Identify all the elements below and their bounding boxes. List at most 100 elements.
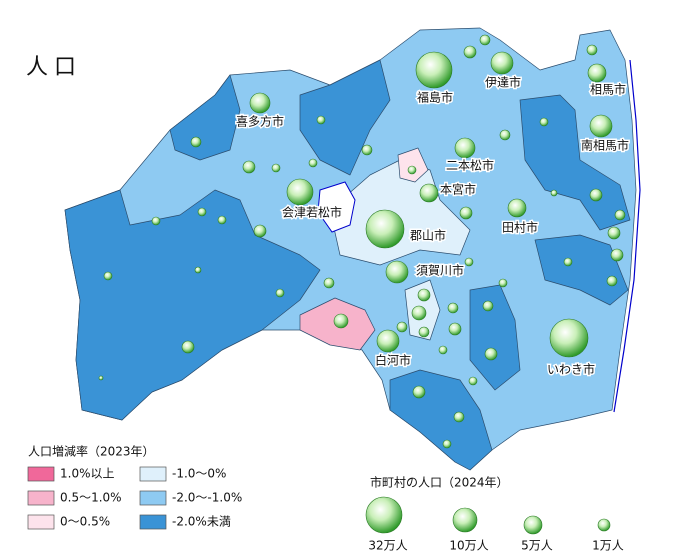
population-bubble [98,375,104,381]
legend-swatch [139,466,167,482]
population-bubble [484,347,498,361]
population-bubble [589,114,613,138]
legend-swatch [139,490,167,506]
legend-title: 人口増減率（2023年） [28,444,155,459]
population-bubble [563,257,573,267]
city-label: 福島市 [417,90,453,105]
population-bubble [197,207,207,217]
population-bubble [194,266,202,274]
legend-label: 32万人 [368,539,407,553]
city-label: 須賀川市 [416,263,464,278]
city-label: 相馬市 [590,82,626,97]
population-bubble [606,275,618,287]
population-bubble [589,188,603,202]
population-bubble [415,51,453,89]
city-label: 会津若松市 [282,205,342,220]
population-bubble [181,340,195,354]
population-bubble [539,117,549,127]
population-bubble [607,226,621,240]
legend-swatch [139,514,167,530]
lake-inawashiro [317,181,356,233]
population-bubble [249,92,271,114]
population-bubble [316,115,326,125]
population-bubble [323,277,335,289]
population-bubble [417,288,431,302]
population-bubble [438,345,448,355]
population-bubble [385,260,409,284]
population-bubble [453,411,465,423]
population-bubble [365,209,405,249]
population-bubble [479,34,491,46]
city-label: 伊達市 [485,75,521,90]
population-bubble [482,300,494,312]
population-bubble [151,216,161,226]
city-label: いわき市 [547,362,595,377]
city-label: 郡山市 [410,228,446,243]
legend-label: 0～0.5% [60,515,110,529]
prefecture-map [64,27,641,471]
population-bubble [454,137,476,159]
legend-label: -2.0%未満 [172,515,231,529]
city-label: 南相馬市 [581,138,629,153]
population-bubble [242,160,256,174]
population-bubble [419,183,439,203]
population-bubble [459,206,473,220]
population-bubble [361,144,373,156]
legend-swatch [27,514,55,530]
region-southeast [534,234,629,306]
city-label: 本宮市 [440,182,476,197]
population-bubble [442,439,452,449]
population-bubble [586,44,598,56]
population-bubble [275,288,285,298]
legend-swatch [27,466,55,482]
city-label: 田村市 [502,220,538,235]
coastline [613,59,641,413]
population-bubble [498,278,508,288]
population-bubble [376,329,400,353]
legend-label: 1.0%以上 [60,467,115,481]
population-bubble [452,507,478,533]
region-north-west [169,74,241,161]
population-bubble [447,302,459,314]
legend-label: 0.5～1.0% [60,491,122,505]
population-bubble [396,321,408,333]
population-bubble [523,515,543,535]
population-bubble [614,209,626,221]
population-bubble [286,178,314,206]
population-bubble [217,215,227,225]
population-bubble [103,271,113,281]
legend-label: 1万人 [592,539,624,553]
population-bubble [308,158,318,168]
legend-label: -1.0～0% [172,467,226,481]
region-east [519,94,631,231]
legend-title: 市町村の人口（2024年） [370,475,509,490]
population-bubble [407,165,417,175]
population-bubble [411,305,427,321]
population-bubble [253,224,267,238]
population-bubble [412,385,426,399]
city-label: 喜多方市 [236,114,284,129]
population-bubble [550,189,558,197]
population-bubble [490,51,514,75]
population-bubble [365,496,403,534]
population-bubble [464,257,474,267]
population-bubble [448,322,462,336]
region-north [299,59,391,176]
region-otama [397,147,429,183]
city-label: 白河市 [375,353,411,368]
population-bubble [499,129,511,141]
population-bubble [587,63,607,83]
legend-label: -2.0～-1.0% [172,491,242,505]
population-bubble [333,313,349,329]
population-bubble [597,518,611,532]
population-bubble [549,318,589,358]
population-bubble [468,376,478,386]
population-bubble [463,45,477,59]
city-label: 二本松市 [446,158,494,173]
region-west [64,189,321,421]
map-title: 人口 [26,55,82,80]
population-bubble [271,163,281,173]
population-bubble [418,326,430,338]
population-bubble [610,248,624,262]
